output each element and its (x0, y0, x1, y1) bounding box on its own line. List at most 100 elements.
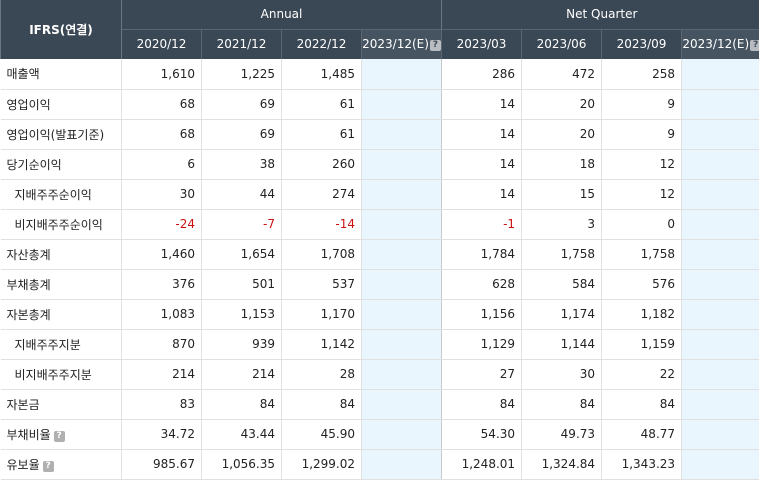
estimate-cell (682, 299, 759, 329)
value-cell: 1,144 (522, 329, 602, 359)
help-icon[interactable]: ? (43, 461, 54, 472)
row-label: 당기순이익 (1, 149, 122, 179)
value-cell: 1,460 (122, 239, 202, 269)
value-cell: 84 (202, 389, 282, 419)
period-header[interactable]: 2023/09 (602, 29, 682, 59)
help-icon[interactable]: ? (430, 40, 441, 51)
estimate-cell (362, 359, 442, 389)
row-label-text: 영업이익 (7, 98, 51, 112)
value-cell: 30 (122, 179, 202, 209)
estimate-cell (682, 209, 759, 239)
value-cell: 1,129 (442, 329, 522, 359)
value-cell: 54.30 (442, 419, 522, 449)
row-label: 비지배주주순이익 (1, 209, 122, 239)
period-header-estimate[interactable]: 2023/12(E)? (362, 29, 442, 59)
value-cell: 61 (282, 119, 362, 149)
value-cell: 1,299.02 (282, 449, 362, 479)
value-cell: 83 (122, 389, 202, 419)
value-cell: 260 (282, 149, 362, 179)
value-cell: 20 (522, 119, 602, 149)
estimate-cell (682, 89, 759, 119)
estimate-cell (362, 329, 442, 359)
value-cell: 1,182 (602, 299, 682, 329)
row-label-text: 매출액 (7, 67, 40, 81)
value-cell: 1,174 (522, 299, 602, 329)
estimate-cell (682, 59, 759, 89)
estimate-cell (362, 119, 442, 149)
row-label-text: 부채비율 (7, 428, 51, 442)
value-cell: 1,225 (202, 59, 282, 89)
estimate-cell (362, 419, 442, 449)
value-cell: 537 (282, 269, 362, 299)
value-cell: 286 (442, 59, 522, 89)
estimate-cell (362, 149, 442, 179)
value-cell: 870 (122, 329, 202, 359)
period-header[interactable]: 2020/12 (122, 29, 202, 59)
value-cell: 14 (442, 149, 522, 179)
row-label-text: 비지배주주지분 (15, 368, 92, 382)
row-label: 부채총계 (1, 269, 122, 299)
value-cell: 84 (522, 389, 602, 419)
estimate-cell (362, 269, 442, 299)
value-cell: -24 (122, 209, 202, 239)
value-cell: 44 (202, 179, 282, 209)
row-label-text: 영업이익(발표기준) (7, 128, 105, 142)
value-cell: 1,758 (522, 239, 602, 269)
period-header[interactable]: 2023/03 (442, 29, 522, 59)
estimate-cell (362, 89, 442, 119)
value-cell: 1,708 (282, 239, 362, 269)
value-cell: 1,142 (282, 329, 362, 359)
value-cell: 22 (602, 359, 682, 389)
value-cell: 15 (522, 179, 602, 209)
value-cell: 628 (442, 269, 522, 299)
value-cell: 61 (282, 89, 362, 119)
value-cell: 38 (202, 149, 282, 179)
period-header[interactable]: 2023/06 (522, 29, 602, 59)
value-cell: 12 (602, 149, 682, 179)
row-label-text: 지배주주순이익 (15, 188, 92, 202)
value-cell: -14 (282, 209, 362, 239)
annual-group-header: Annual (122, 0, 442, 29)
value-cell: 3 (522, 209, 602, 239)
help-icon[interactable]: ? (750, 40, 759, 51)
period-header[interactable]: 2021/12 (202, 29, 282, 59)
value-cell: 501 (202, 269, 282, 299)
help-icon[interactable]: ? (54, 431, 65, 442)
period-label: 2023/12(E) (362, 37, 429, 51)
value-cell: 68 (122, 89, 202, 119)
quarter-group-header: Net Quarter (442, 0, 759, 29)
value-cell: 0 (602, 209, 682, 239)
period-header[interactable]: 2022/12 (282, 29, 362, 59)
row-label: 유보율? (1, 449, 122, 479)
estimate-cell (682, 419, 759, 449)
value-cell: 1,485 (282, 59, 362, 89)
row-label-text: 부채총계 (7, 278, 51, 292)
row-label-text: 당기순이익 (7, 158, 62, 172)
value-cell: 214 (202, 359, 282, 389)
estimate-cell (682, 449, 759, 479)
period-label: 2023/12(E) (682, 37, 749, 51)
row-label-text: 비지배주주순이익 (15, 218, 103, 232)
row-label: 영업이익 (1, 89, 122, 119)
estimate-cell (362, 59, 442, 89)
estimate-cell (682, 389, 759, 419)
estimate-cell (362, 209, 442, 239)
value-cell: 576 (602, 269, 682, 299)
value-cell: 1,654 (202, 239, 282, 269)
row-label-text: 자본총계 (7, 308, 51, 322)
value-cell: 14 (442, 89, 522, 119)
estimate-cell (682, 179, 759, 209)
value-cell: 43.44 (202, 419, 282, 449)
period-header-estimate[interactable]: 2023/12(E)? (682, 29, 759, 59)
value-cell: 472 (522, 59, 602, 89)
row-label: 지배주주순이익 (1, 179, 122, 209)
